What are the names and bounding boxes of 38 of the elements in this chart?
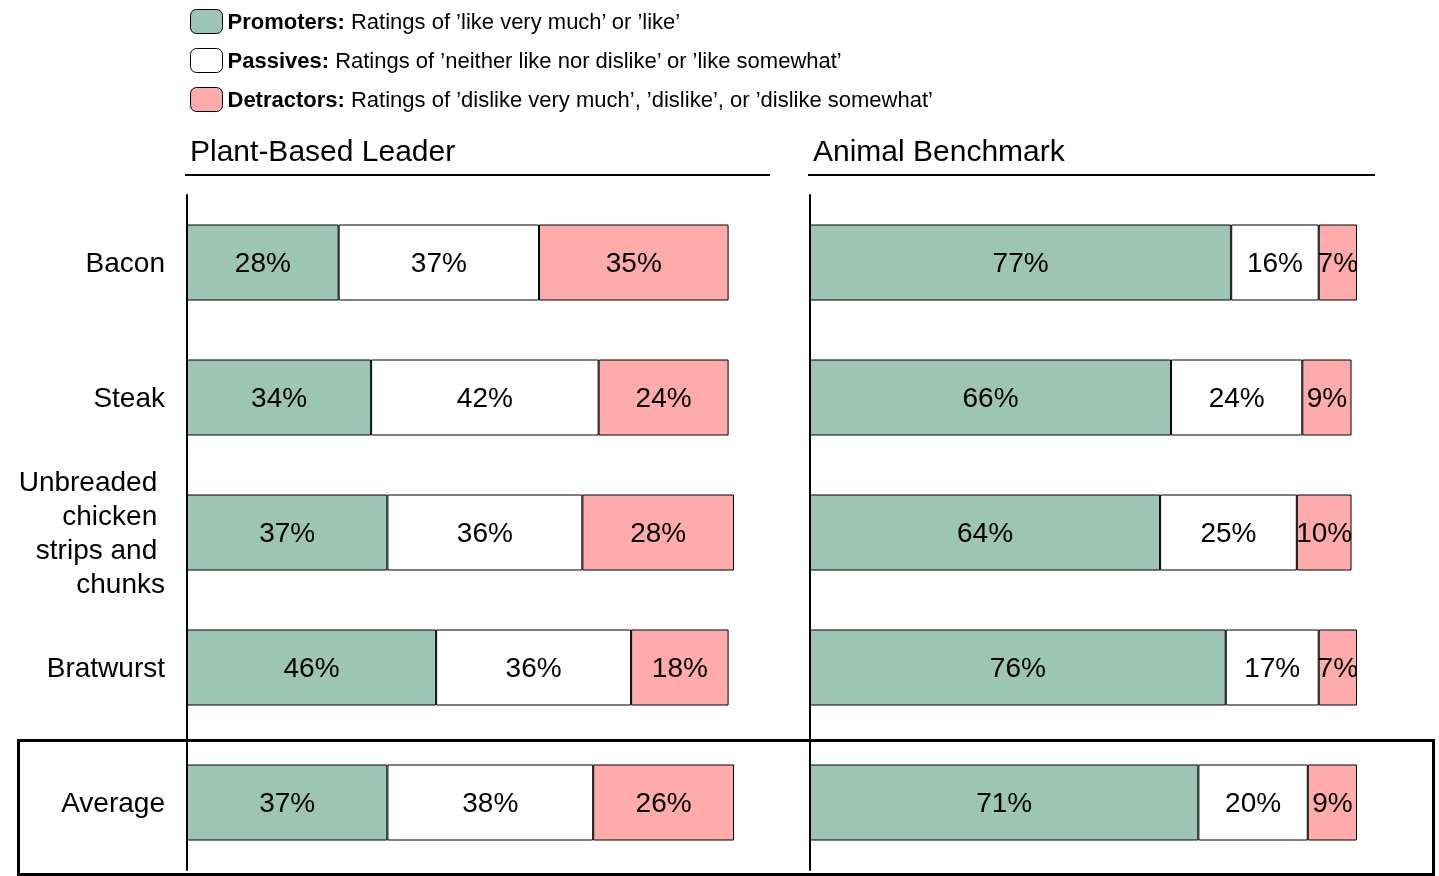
data-label: 28% xyxy=(234,247,291,278)
data-label: 42% xyxy=(456,382,513,413)
chart-title: Animal Benchmark xyxy=(813,133,1066,167)
data-label: 37% xyxy=(259,517,316,548)
data-label: 18% xyxy=(651,652,708,683)
data-label: 66% xyxy=(962,382,1019,413)
data-label: 64% xyxy=(957,517,1014,548)
data-label: 9% xyxy=(1312,787,1353,818)
y-tick-label: Bratwurst xyxy=(46,652,166,683)
data-label: 37% xyxy=(259,787,316,818)
data-label: 17% xyxy=(1244,652,1301,683)
data-label: 10% xyxy=(1296,517,1353,548)
legend-label: Detractors: Ratings of ’dislike very much’, ’dislike’, or ’dislike somewhat’ xyxy=(227,87,933,112)
legend-label: Passives: Ratings of ’neither like nor dislike’ or ’like somewhat’ xyxy=(227,48,842,73)
data-label: 37% xyxy=(410,247,467,278)
y-tick-label: Steak xyxy=(93,382,166,413)
data-label: 35% xyxy=(605,247,662,278)
chart-title: Plant-Based Leader xyxy=(190,133,456,167)
data-label: 25% xyxy=(1200,517,1257,548)
legend-label: Promoters: Ratings of ’like very much’ or ’like’ xyxy=(227,9,681,34)
data-label: 28% xyxy=(630,517,687,548)
data-label: 34% xyxy=(251,382,308,413)
data-label: 9% xyxy=(1306,382,1348,413)
data-label: 46% xyxy=(283,652,340,683)
y-tick-label: Bacon xyxy=(85,247,165,278)
data-label: 24% xyxy=(1208,382,1265,413)
data-label: 16% xyxy=(1246,247,1303,278)
data-label: 76% xyxy=(989,652,1046,683)
data-label: 38% xyxy=(462,787,519,818)
y-tick-label: Average xyxy=(61,787,165,818)
data-label: 26% xyxy=(635,787,692,818)
data-label: 20% xyxy=(1225,787,1282,818)
data-label: 36% xyxy=(456,517,513,548)
data-label: 71% xyxy=(976,787,1033,818)
data-label: 77% xyxy=(992,247,1049,278)
data-label: 24% xyxy=(635,382,692,413)
y-tick-label: Unbreaded chicken strips and chunks xyxy=(18,466,165,599)
data-label: 36% xyxy=(505,652,562,683)
